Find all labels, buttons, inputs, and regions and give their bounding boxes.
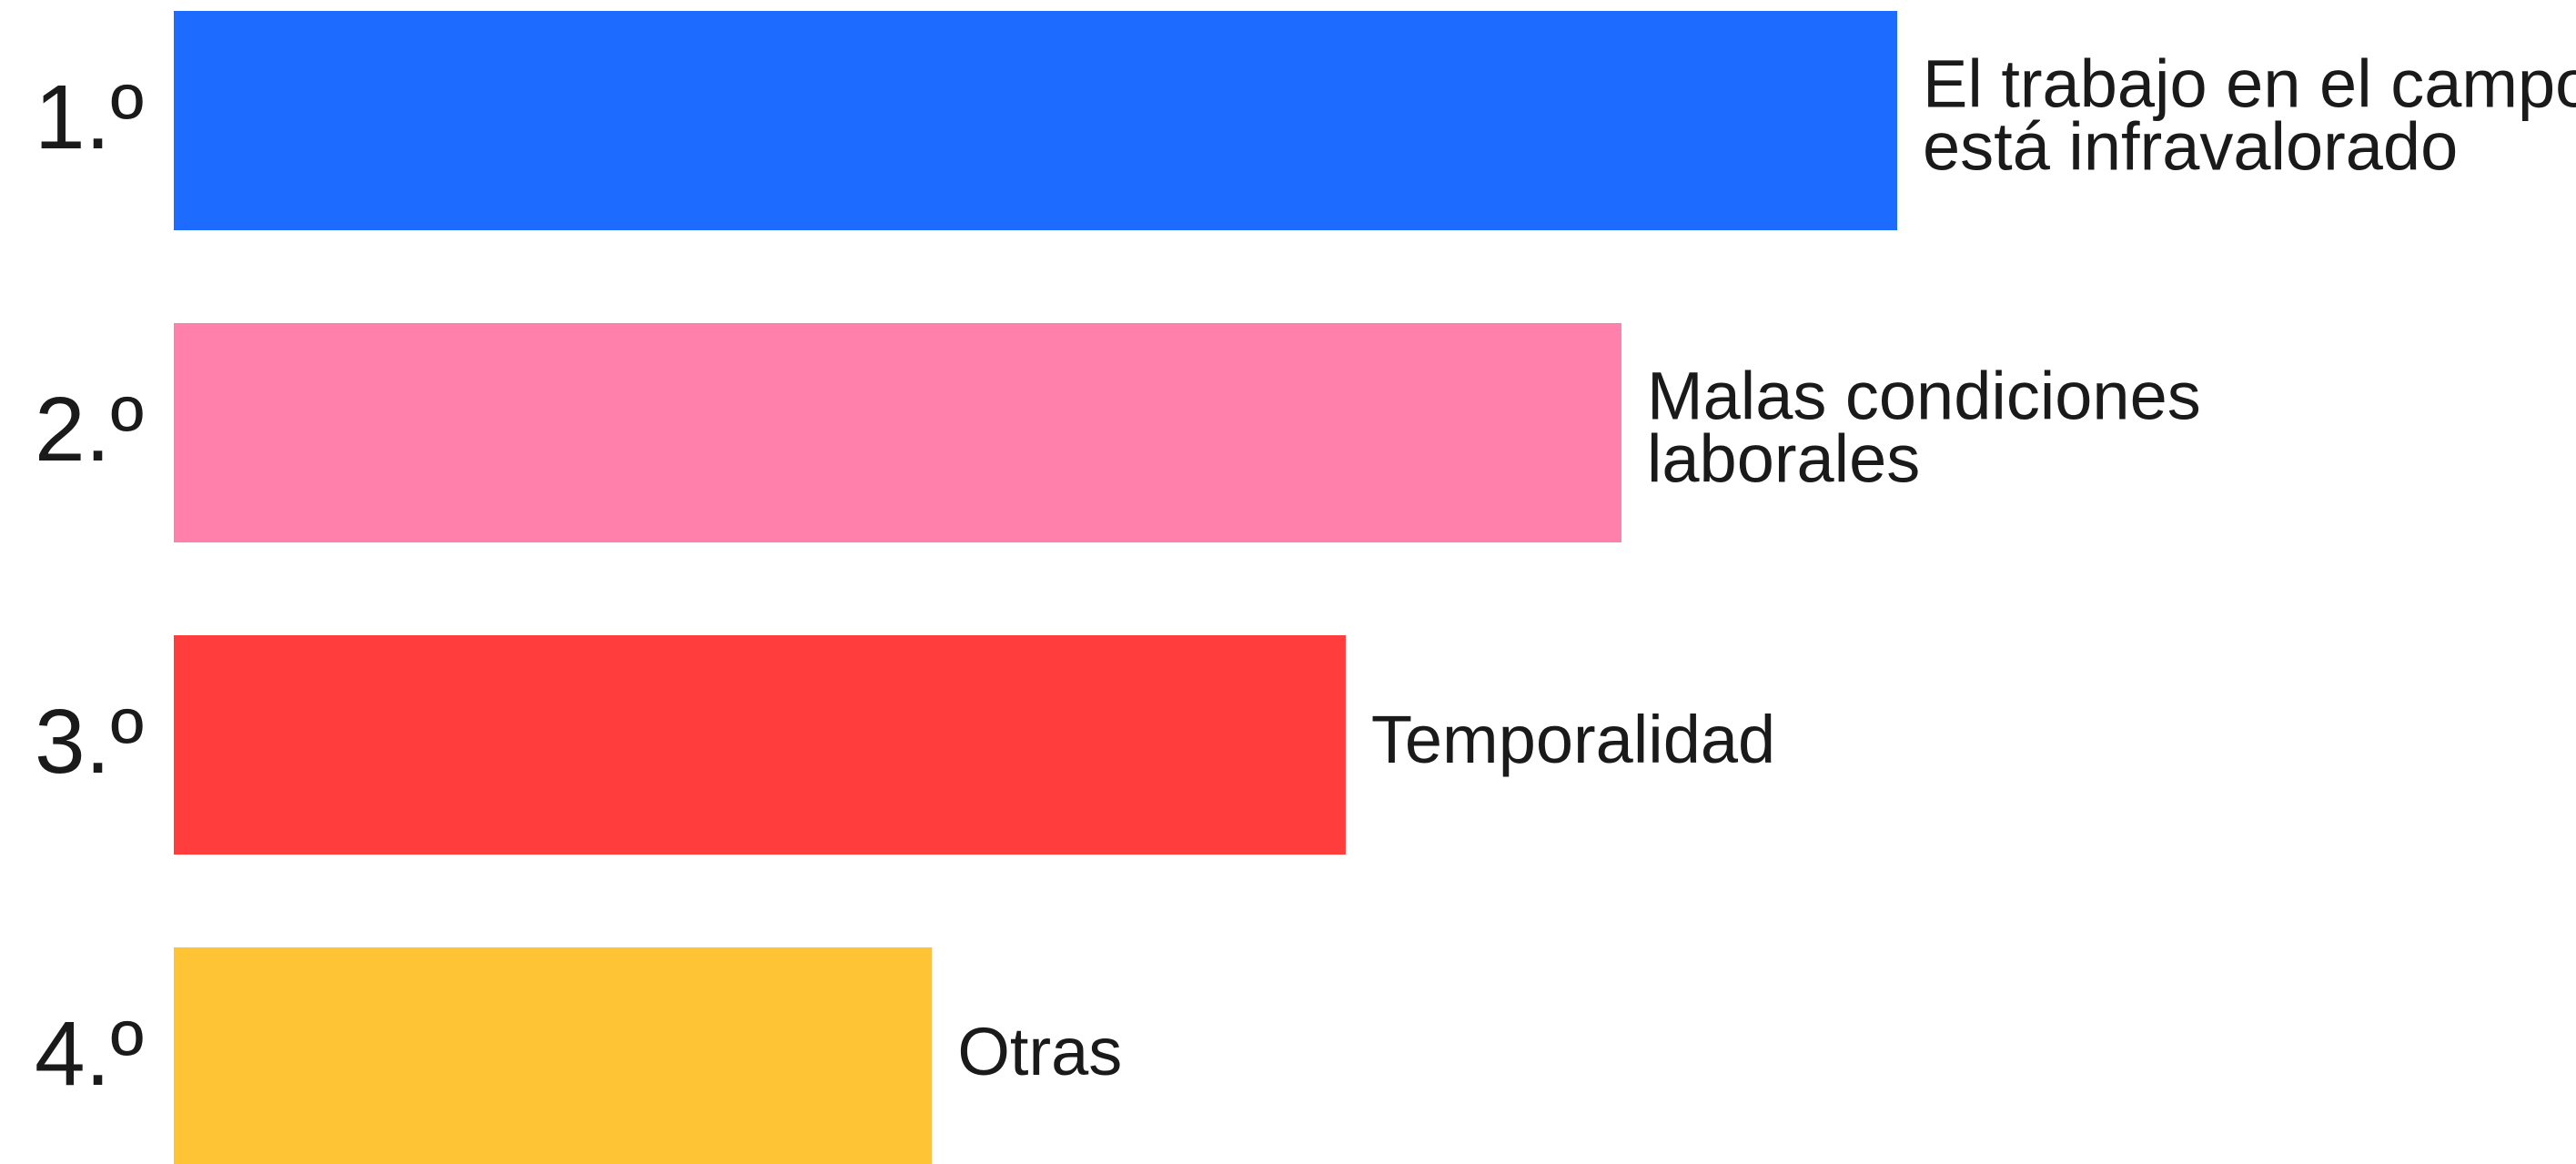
bar: [174, 323, 1621, 542]
bar-label: Otras: [957, 1014, 1122, 1089]
bar-label: está infravalorado: [1923, 109, 2458, 185]
rank-label: 2.º: [35, 379, 144, 481]
bar-label: laborales: [1647, 421, 1920, 497]
bar: [174, 11, 1897, 230]
rank-label: 3.º: [35, 691, 144, 793]
rank-label: 4.º: [35, 1003, 144, 1105]
bar: [174, 947, 933, 1164]
bar-label: El trabajo en el campo: [1923, 46, 2576, 122]
rank-label: 1.º: [35, 66, 144, 168]
bar: [174, 635, 1346, 855]
bar-label: Malas condiciones: [1647, 359, 2201, 434]
bar-label: Temporalidad: [1371, 702, 1775, 777]
